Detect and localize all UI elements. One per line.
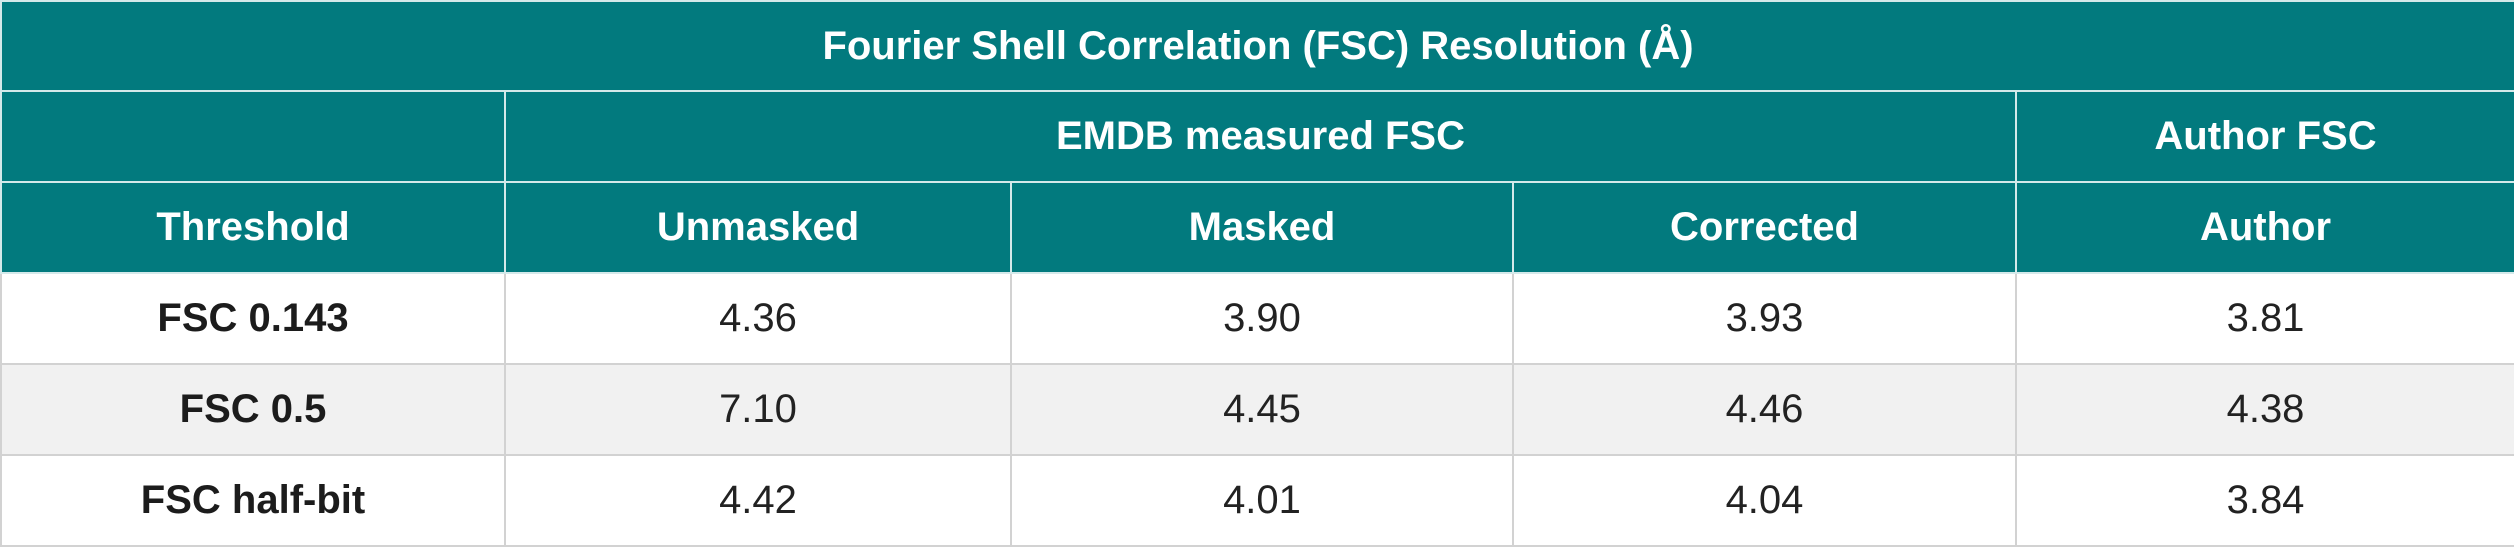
column-header-unmasked: Unmasked bbox=[504, 181, 1012, 274]
group-header-row: EMDB measured FSC Author FSC bbox=[0, 90, 2514, 183]
column-header-author: Author bbox=[2014, 181, 2514, 274]
column-header-masked: Masked bbox=[1010, 181, 1514, 274]
table-row: FSC 0.5 7.10 4.45 4.46 4.38 bbox=[0, 363, 2514, 456]
group-header-blank bbox=[0, 90, 506, 183]
title-row: Fourier Shell Correlation (FSC) Resoluti… bbox=[0, 0, 2514, 92]
unmasked-cell: 4.42 bbox=[504, 454, 1012, 547]
table-row: FSC 0.143 4.36 3.90 3.93 3.81 bbox=[0, 272, 2514, 365]
unmasked-cell: 7.10 bbox=[504, 363, 1012, 456]
author-cell: 3.81 bbox=[2014, 272, 2514, 365]
table-row: FSC half-bit 4.42 4.01 4.04 3.84 bbox=[0, 454, 2514, 547]
masked-cell: 3.90 bbox=[1010, 272, 1514, 365]
table-body: FSC 0.143 4.36 3.90 3.93 3.81 FSC 0.5 7.… bbox=[0, 272, 2514, 547]
masked-cell: 4.45 bbox=[1010, 363, 1514, 456]
table-title: Fourier Shell Correlation (FSC) Resoluti… bbox=[0, 0, 2514, 92]
corrected-cell: 3.93 bbox=[1512, 272, 2017, 365]
threshold-cell: FSC 0.5 bbox=[0, 363, 506, 456]
author-cell: 3.84 bbox=[2014, 454, 2514, 547]
column-header-row: Threshold Unmasked Masked Corrected Auth… bbox=[0, 181, 2514, 274]
unmasked-cell: 4.36 bbox=[504, 272, 1012, 365]
masked-cell: 4.01 bbox=[1010, 454, 1514, 547]
group-header-emdb: EMDB measured FSC bbox=[504, 90, 2017, 183]
corrected-cell: 4.46 bbox=[1512, 363, 2017, 456]
column-header-corrected: Corrected bbox=[1512, 181, 2017, 274]
threshold-cell: FSC half-bit bbox=[0, 454, 506, 547]
column-header-threshold: Threshold bbox=[0, 181, 506, 274]
corrected-cell: 4.04 bbox=[1512, 454, 2017, 547]
author-cell: 4.38 bbox=[2014, 363, 2514, 456]
threshold-cell: FSC 0.143 bbox=[0, 272, 506, 365]
group-header-author: Author FSC bbox=[2014, 90, 2514, 183]
table-header: Fourier Shell Correlation (FSC) Resoluti… bbox=[0, 0, 2514, 274]
